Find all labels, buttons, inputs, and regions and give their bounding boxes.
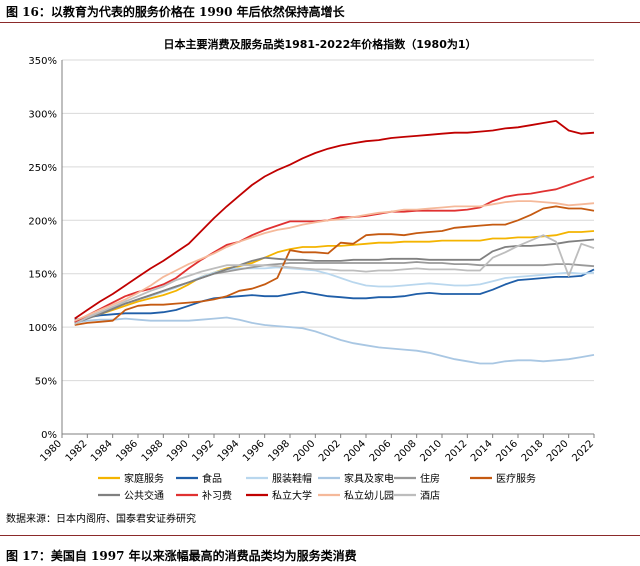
figure-header: 图 16：以教育为代表的服务价格在 1990 年后依然保持高增长 xyxy=(0,0,640,22)
next-figure-header: 图 17：美国自 1997 年以来涨幅最高的消费品类均为服务类消费 xyxy=(6,549,357,563)
x-tick-label: 2020 xyxy=(545,438,571,464)
legend-label: 医疗服务 xyxy=(496,472,536,485)
figure-header-text: 图 16：以教育为代表的服务价格在 1990 年后依然保持高增长 xyxy=(6,5,345,19)
y-tick-label: 50% xyxy=(35,377,57,388)
series-line xyxy=(74,268,595,321)
legend-label: 公共交通 xyxy=(124,489,164,502)
x-tick-label: 1992 xyxy=(190,438,216,464)
series-line xyxy=(74,205,595,326)
y-tick-label: 350% xyxy=(28,56,57,67)
x-tick-label: 2000 xyxy=(292,438,318,464)
series-line xyxy=(74,238,595,324)
y-tick-label: 300% xyxy=(28,109,57,120)
legend-label: 私立幼儿园 xyxy=(344,489,394,502)
x-tick-label: 1980 xyxy=(38,438,64,464)
legend-label: 私立大学 xyxy=(272,489,312,502)
x-tick-label: 2012 xyxy=(444,438,470,464)
line-chart: 0%50%100%150%200%250%300%350%1980 1982 198… xyxy=(28,56,596,502)
header-rule xyxy=(0,22,640,23)
legend-label: 酒店 xyxy=(420,489,440,502)
x-tick-label: 2004 xyxy=(342,438,368,464)
x-tick-label: 1998 xyxy=(266,438,292,464)
y-tick-label: 250% xyxy=(28,163,57,174)
footer-rule xyxy=(0,535,640,536)
series-line xyxy=(74,230,595,322)
legend-label: 补习费 xyxy=(202,489,232,502)
x-tick-label: 2018 xyxy=(520,438,546,464)
y-tick-label: 100% xyxy=(28,323,57,334)
chart-title: 日本主要消费及服务品类1981-2022年价格指数（1980为1） xyxy=(163,38,477,51)
x-tick-label: 2002 xyxy=(317,438,343,464)
y-tick-label: 150% xyxy=(28,270,57,281)
x-tick-label: 2008 xyxy=(393,438,419,464)
x-tick-label: 2010 xyxy=(418,438,444,464)
legend-label: 食品 xyxy=(202,472,222,485)
legend-label: 服装鞋帽 xyxy=(272,472,312,485)
legend-label: 家具及家电 xyxy=(344,472,394,485)
x-tick-label: 2014 xyxy=(469,438,495,464)
series-line xyxy=(74,175,595,323)
x-tick-label: 1984 xyxy=(89,438,115,464)
x-tick-label: 2022 xyxy=(570,438,596,464)
legend-label: 家庭服务 xyxy=(124,472,164,485)
series-line xyxy=(74,234,595,325)
x-tick-label: 1994 xyxy=(216,438,242,464)
series-line xyxy=(74,316,595,365)
series-line xyxy=(74,266,595,322)
x-tick-label: 2016 xyxy=(494,438,520,464)
x-tick-label: 1986 xyxy=(114,438,140,464)
y-tick-label: 0% xyxy=(41,430,57,441)
series-line xyxy=(74,200,595,322)
x-tick-label: 1982 xyxy=(64,438,90,464)
y-tick-label: 200% xyxy=(28,216,57,227)
legend-label: 住房 xyxy=(420,472,440,485)
x-tick-label: 1996 xyxy=(241,438,267,464)
x-tick-label: 1990 xyxy=(165,438,191,464)
source-note: 数据来源：日本内阁府、国泰君安证券研究 xyxy=(6,514,196,525)
series-line xyxy=(74,120,595,320)
x-tick-label: 1988 xyxy=(140,438,166,464)
x-tick-label: 2006 xyxy=(368,438,394,464)
